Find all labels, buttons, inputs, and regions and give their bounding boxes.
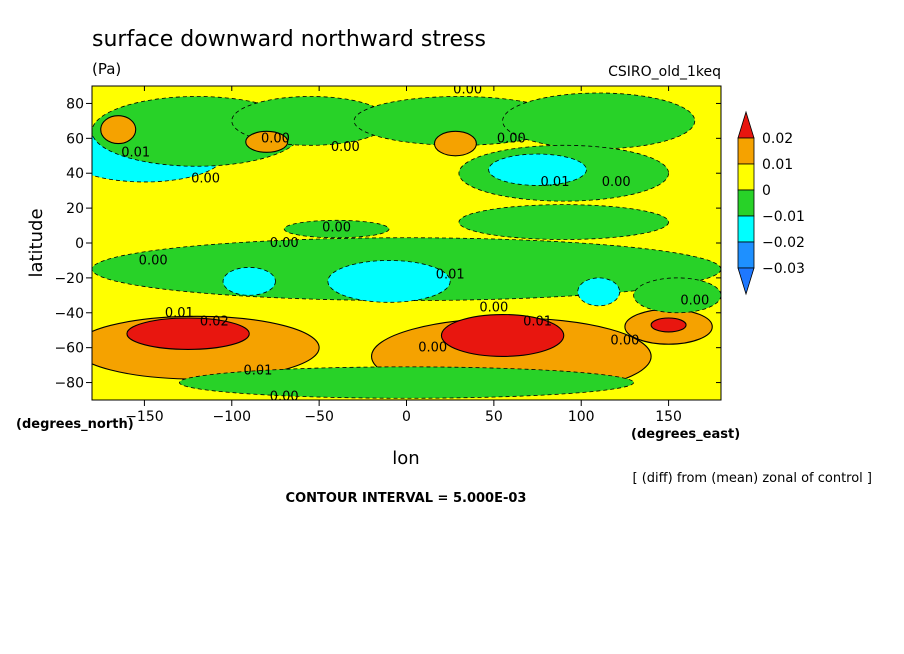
field-region-23 bbox=[178, 366, 635, 399]
colorbar: 0.02 0.01 0 −0.01 −0.02 −0.03 bbox=[737, 110, 805, 296]
contour-label-3: 0.00 bbox=[497, 131, 526, 146]
contour-interval-label: CONTOUR INTERVAL = 5.000E-03 bbox=[286, 491, 527, 506]
contour-label-18: 0.00 bbox=[418, 341, 447, 356]
field-region-15 bbox=[327, 260, 451, 303]
field-region-16 bbox=[577, 277, 621, 307]
colorbar-label-4: −0.02 bbox=[762, 235, 805, 251]
y-tick-label-3: 20 bbox=[66, 201, 84, 217]
colorbar-band-1 bbox=[737, 163, 755, 191]
colorbar-band-2 bbox=[737, 189, 755, 217]
contour-label-5: 0.00 bbox=[191, 171, 220, 186]
contour-label-15: 0.01 bbox=[165, 306, 194, 321]
y-axis-label: latitude bbox=[26, 208, 47, 277]
x-tick-label-5: 100 bbox=[568, 409, 595, 425]
field-layer bbox=[92, 86, 721, 400]
y-axis: 80 60 40 20 0 −20 −40 −60 −80 bbox=[54, 96, 721, 392]
x-tick-label-6: 150 bbox=[655, 409, 682, 425]
colorbar-band-0 bbox=[737, 137, 755, 165]
field-region-8 bbox=[245, 130, 289, 153]
colorbar-label-0: 0.02 bbox=[762, 131, 793, 147]
field-region-18 bbox=[126, 317, 250, 350]
contour-label-13: 0.01 bbox=[523, 315, 552, 330]
field-region-24 bbox=[633, 277, 721, 314]
field-region-5 bbox=[502, 92, 696, 150]
y-unit-label: (degrees_north) bbox=[16, 417, 134, 432]
y-tick-label-4: 0 bbox=[75, 236, 84, 252]
contour-label-layer: 0.00 0.00 0.00 0.00 0.01 0.00 0.01 0.00 0.00 0.00… bbox=[121, 82, 709, 405]
x-tick-label-3: 0 bbox=[402, 409, 411, 425]
field-region-9 bbox=[433, 130, 477, 157]
y-tick-label-6: −40 bbox=[54, 306, 84, 322]
colorbar-label-5: −0.03 bbox=[762, 261, 805, 277]
x-axis-label: lon bbox=[392, 448, 419, 469]
contour-label-11: 0.01 bbox=[436, 267, 465, 282]
contour-label-8: 0.00 bbox=[322, 220, 351, 235]
field-region-11 bbox=[283, 219, 390, 239]
x-tick-label-0: −150 bbox=[125, 409, 163, 425]
y-tick-label-5: −20 bbox=[54, 271, 84, 287]
contour-label-4: 0.01 bbox=[121, 145, 150, 160]
x-tick-label-4: 50 bbox=[485, 409, 503, 425]
contour-label-10: 0.00 bbox=[139, 253, 168, 268]
y-tick-label-8: −80 bbox=[54, 376, 84, 392]
contour-label-19: 0.00 bbox=[610, 334, 639, 349]
field-region-22 bbox=[650, 317, 687, 333]
field-region-12 bbox=[458, 204, 669, 240]
y-tick-label-1: 60 bbox=[66, 131, 84, 147]
colorbar-band-3 bbox=[737, 215, 755, 243]
model-name: CSIRO_old_1keq bbox=[608, 64, 721, 80]
colorbar-label-3: −0.01 bbox=[762, 209, 805, 225]
contour-label-6: 0.01 bbox=[541, 175, 570, 190]
contour-label-12: 0.00 bbox=[479, 301, 508, 316]
x-unit-label: (degrees_east) bbox=[631, 427, 740, 442]
x-tick-label-1: −100 bbox=[213, 409, 251, 425]
contour-label-14: 0.00 bbox=[680, 294, 709, 309]
x-tick-label-2: −50 bbox=[304, 409, 334, 425]
contour-label-17: 0.01 bbox=[244, 363, 273, 378]
chart-units: (Pa) bbox=[92, 60, 121, 78]
colorbar-label-2: 0 bbox=[762, 183, 771, 199]
x-axis: −150 −100 −50 0 50 100 150 bbox=[125, 86, 682, 425]
contour-label-20: 0.00 bbox=[270, 390, 299, 405]
contour-label-2: 0.00 bbox=[331, 140, 360, 155]
y-tick-label-2: 40 bbox=[66, 166, 84, 182]
field-region-10 bbox=[100, 115, 137, 145]
chart-title: surface downward northward stress bbox=[92, 27, 486, 52]
field-region-14 bbox=[222, 267, 276, 296]
field-region-20 bbox=[440, 313, 565, 357]
contour-label-7: 0.00 bbox=[602, 175, 631, 190]
contour-label-9: 0.00 bbox=[270, 236, 299, 251]
contour-label-1: 0.00 bbox=[261, 131, 290, 146]
colorbar-label-1: 0.01 bbox=[762, 157, 793, 173]
field-region-7 bbox=[488, 153, 587, 186]
colorbar-arrow-bottom bbox=[737, 267, 755, 296]
contour-label-0: 0.00 bbox=[453, 82, 482, 97]
contour-label-16: 0.02 bbox=[200, 315, 229, 330]
comparison-note: [ (diff) from (mean) zonal of control ] bbox=[633, 471, 872, 486]
colorbar-band-4 bbox=[737, 241, 755, 269]
colorbar-arrow-top bbox=[737, 110, 755, 139]
y-tick-label-7: −60 bbox=[54, 341, 84, 357]
y-tick-label-0: 80 bbox=[66, 96, 84, 112]
